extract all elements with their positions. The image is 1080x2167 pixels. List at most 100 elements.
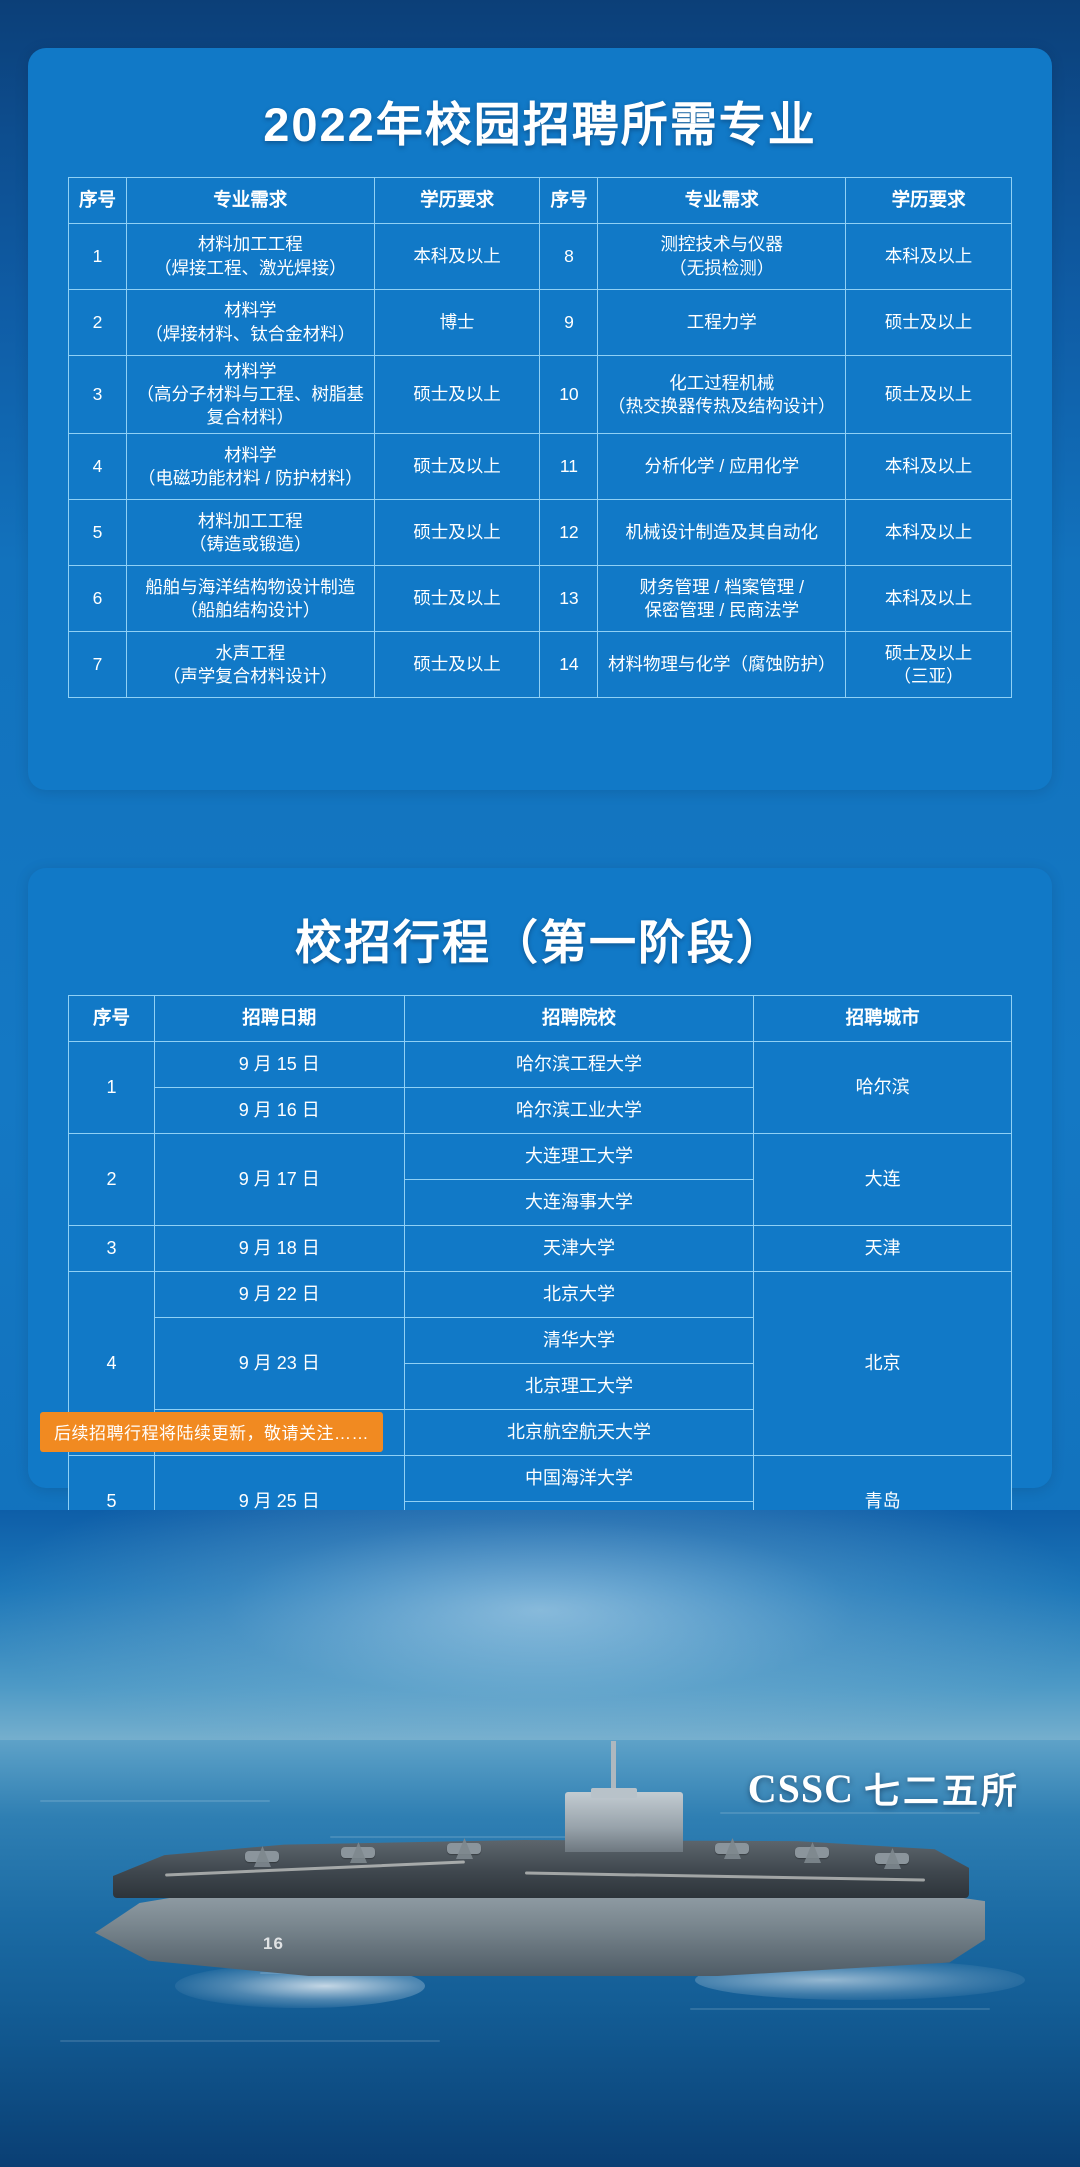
schedule-table-row: 大连海事大学 [69, 1179, 1012, 1226]
schedule-date: 9 月 18 日 [153, 1225, 405, 1272]
schedule-school: 清华大学 [403, 1317, 755, 1364]
majors-table: 序号 专业需求 学历要求 序号 专业需求 学历要求 1 材料加工工程 （焊接工程、激… [68, 177, 1012, 699]
schedule-group-index: 2 [68, 1133, 155, 1226]
schedule-date: 9 月 15 日 [153, 1041, 405, 1088]
schedule-panel-title: 校招行程（第一阶段） [295, 916, 785, 969]
schedule-header-date: 招聘日期 [153, 995, 405, 1042]
schedule-city: 北京 [753, 1271, 1012, 1456]
major-name-left: 材料学 （焊接材料、钛合金材料） [125, 289, 375, 356]
major-name-right: 分析化学 / 应用化学 [597, 433, 847, 501]
major-degree-left: 硕士及以上 [373, 499, 541, 567]
majors-header-major-left: 专业需求 [125, 177, 375, 224]
majors-panel-title: 2022年校园招聘所需专业 [263, 98, 817, 151]
majors-header-degree-right: 学历要求 [845, 177, 1012, 224]
major-degree-left: 本科及以上 [373, 223, 541, 290]
schedule-school: 天津大学 [403, 1225, 755, 1272]
major-name-left: 材料加工工程 （铸造或锻造） [125, 499, 375, 567]
schedule-table-row: 北京理工大学 [69, 1363, 1012, 1410]
deck-aircraft [245, 1851, 279, 1862]
majors-table-row: 3 材料学 （高分子材料与工程、树脂基 复合材料） 硕士及以上 10 化工过程机械 （热交换器… [68, 354, 1012, 435]
deck-aircraft [447, 1843, 481, 1854]
schedule-school: 北京理工大学 [403, 1363, 755, 1410]
carrier-mast [611, 1741, 616, 1795]
majors-table-row: 5 材料加工工程 （铸造或锻造） 硕士及以上 12 机械设计制造及其自动化 本科及以上 [68, 499, 1012, 567]
schedule-date: 9 月 17 日 [153, 1133, 405, 1226]
major-index-left: 1 [68, 223, 127, 290]
major-degree-right: 硕士及以上 [845, 354, 1012, 435]
schedule-table-header-row: 序号 招聘日期 招聘院校 招聘城市 [68, 995, 1012, 1042]
majors-table-row: 4 材料学 （电磁功能材料 / 防护材料） 硕士及以上 11 分析化学 / 应用化学 本科及… [68, 433, 1012, 501]
schedule-group-index: 1 [68, 1041, 155, 1134]
schedule-school: 大连海事大学 [403, 1179, 755, 1226]
major-degree-right: 本科及以上 [845, 223, 1012, 290]
sky-haze [0, 1510, 1080, 1760]
schedule-date: 9 月 16 日 [153, 1087, 405, 1134]
major-degree-left: 硕士及以上 [373, 631, 541, 699]
major-index-right: 10 [539, 354, 599, 435]
schedule-table-row: 9 月 23 日清华大学 [69, 1317, 1012, 1410]
schedule-city: 哈尔滨 [753, 1041, 1012, 1134]
deck-aircraft [341, 1847, 375, 1858]
major-name-right: 机械设计制造及其自动化 [597, 499, 847, 567]
deck-aircraft [715, 1843, 749, 1854]
major-index-right: 9 [539, 289, 599, 356]
majors-table-header-row: 序号 专业需求 学历要求 序号 专业需求 学历要求 [68, 177, 1012, 224]
carrier-hull-number: 16 [263, 1934, 284, 1953]
major-name-left: 材料学 （电磁功能材料 / 防护材料） [125, 433, 375, 501]
schedule-header-city: 招聘城市 [753, 995, 1012, 1042]
schedule-school: 北京航空航天大学 [403, 1409, 755, 1456]
major-index-left: 7 [68, 631, 127, 699]
aircraft-carrier-photo: 16 [0, 1510, 1080, 2167]
deck-aircraft [875, 1853, 909, 1864]
majors-header-no-left: 序号 [68, 177, 127, 224]
major-name-left: 水声工程 （声学复合材料设计） [125, 631, 375, 699]
major-index-right: 11 [539, 433, 599, 501]
schedule-school: 哈尔滨工业大学 [403, 1087, 755, 1134]
brand-logo: CSSC 七二五所 [748, 1762, 1020, 1814]
major-name-left: 船舶与海洋结构物设计制造 （船舶结构设计） [125, 565, 375, 633]
majors-table-row: 1 材料加工工程 （焊接工程、激光焊接） 本科及以上 8 测控技术与仪器 （无损检测） 本科及… [68, 223, 1012, 290]
brand-chinese-text: 七二五所 [863, 1770, 1020, 1811]
major-index-left: 4 [68, 433, 127, 501]
carrier-flight-deck [113, 1840, 969, 1898]
major-name-left: 材料学 （高分子材料与工程、树脂基 复合材料） [125, 354, 375, 435]
major-index-left: 3 [68, 354, 127, 435]
deck-aircraft [795, 1847, 829, 1858]
major-index-left: 5 [68, 499, 127, 567]
schedule-header-no: 序号 [68, 995, 155, 1042]
major-degree-right: 硕士及以上 （三亚） [845, 631, 1012, 699]
major-degree-right: 硕士及以上 [845, 289, 1012, 356]
schedule-school: 北京大学 [403, 1271, 755, 1318]
majors-table-row: 6 船舶与海洋结构物设计制造 （船舶结构设计） 硕士及以上 13 财务管理 / 档案管理 … [68, 565, 1012, 633]
majors-header-major-right: 专业需求 [597, 177, 847, 224]
major-index-left: 2 [68, 289, 127, 356]
schedule-school: 中国海洋大学 [403, 1455, 755, 1502]
schedule-city: 大连 [753, 1133, 1012, 1226]
schedule-city: 天津 [753, 1225, 1012, 1272]
schedule-header-school: 招聘院校 [403, 995, 755, 1042]
majors-panel: 2022年校园招聘所需专业 序号 专业需求 学历要求 序号 专业需求 学历要求 … [28, 48, 1052, 790]
major-degree-left: 硕士及以上 [373, 354, 541, 435]
major-name-right: 测控技术与仪器 （无损检测） [597, 223, 847, 290]
major-index-right: 13 [539, 565, 599, 633]
major-name-right: 化工过程机械 （热交换器传热及结构设计） [597, 354, 847, 435]
major-degree-right: 本科及以上 [845, 565, 1012, 633]
majors-table-row: 2 材料学 （焊接材料、钛合金材料） 博士 9 工程力学 硕士及以上 [68, 289, 1012, 356]
schedule-date: 9 月 23 日 [153, 1317, 405, 1410]
major-name-right: 财务管理 / 档案管理 / 保密管理 / 民商法学 [597, 565, 847, 633]
update-note-ribbon: 后续招聘行程将陆续更新，敬请关注…… [40, 1412, 383, 1452]
schedule-group-index: 3 [68, 1225, 155, 1272]
majors-table-body: 1 材料加工工程 （焊接工程、激光焊接） 本科及以上 8 测控技术与仪器 （无损检测） 本科及… [68, 223, 1012, 699]
major-degree-right: 本科及以上 [845, 499, 1012, 567]
major-index-right: 14 [539, 631, 599, 699]
major-index-right: 8 [539, 223, 599, 290]
major-degree-left: 硕士及以上 [373, 433, 541, 501]
major-degree-left: 硕士及以上 [373, 565, 541, 633]
schedule-date: 9 月 25 日 [153, 1455, 405, 1548]
major-name-right: 材料物理与化学（腐蚀防护） [597, 631, 847, 699]
